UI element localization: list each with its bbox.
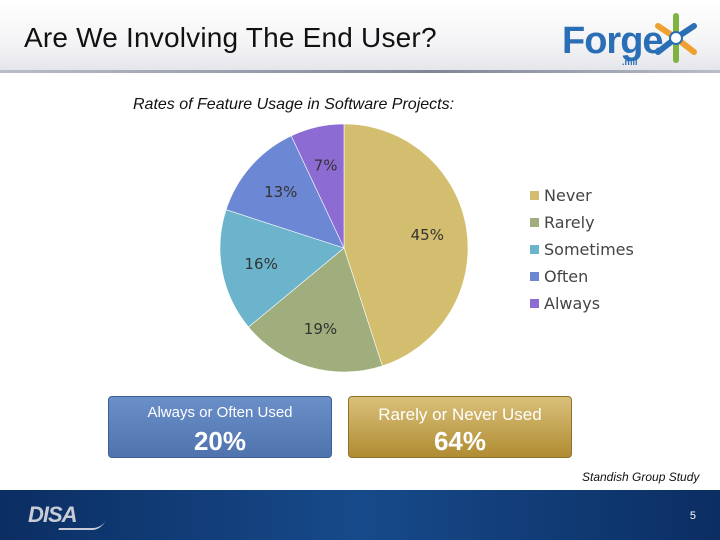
always-often-summary-box: Always or Often Used 20% bbox=[108, 396, 332, 458]
slide-footer: DISA 5 bbox=[0, 490, 720, 540]
legend-swatch-often bbox=[530, 272, 539, 281]
logo-suffix: .mil bbox=[622, 57, 638, 67]
logo-text: Forge bbox=[562, 20, 664, 62]
legend-label-always: Always bbox=[544, 294, 600, 313]
pie-slice-often bbox=[225, 135, 345, 249]
legend-swatch-never bbox=[530, 191, 539, 200]
legend-label-rarely: Rarely bbox=[544, 213, 595, 232]
rarely-never-summary-box: Rarely or Never Used 64% bbox=[348, 396, 572, 458]
legend-swatch-rarely bbox=[530, 218, 539, 227]
pie-label-never: 45% bbox=[411, 226, 444, 244]
rarely-never-label: Rarely or Never Used bbox=[378, 405, 542, 424]
always-often-label: Always or Often Used bbox=[147, 404, 293, 421]
always-often-value: 20% bbox=[193, 426, 247, 456]
pie-slice-never bbox=[343, 123, 469, 367]
disa-logo: DISA bbox=[28, 502, 78, 527]
page-number: 5 bbox=[689, 510, 696, 522]
legend-swatch-always bbox=[530, 299, 539, 308]
disa-swoosh-icon bbox=[58, 520, 106, 530]
pie-slice-sometimes bbox=[219, 209, 345, 328]
slide-title: Are We Involving The End User? bbox=[24, 22, 437, 53]
pie-label-always: 7% bbox=[314, 157, 338, 175]
pie-slice-rarely bbox=[248, 247, 383, 373]
source-citation: Standish Group Study bbox=[582, 470, 700, 484]
forge-mil-logo: Forge .mil bbox=[560, 10, 700, 68]
slide-header bbox=[0, 0, 720, 72]
header-divider bbox=[0, 70, 720, 73]
pie-label-rarely: 19% bbox=[304, 320, 337, 338]
rarely-never-value: 64% bbox=[433, 426, 487, 456]
pie-label-sometimes: 16% bbox=[245, 255, 278, 273]
forge-asterisk-icon bbox=[655, 13, 697, 63]
legend-label-sometimes: Sometimes bbox=[544, 240, 634, 259]
legend-label-often: Often bbox=[544, 267, 588, 286]
legend-swatch-sometimes bbox=[530, 245, 539, 254]
pie-slice-always bbox=[290, 123, 345, 249]
chart-subtitle: Rates of Feature Usage in Software Proje… bbox=[133, 96, 455, 113]
pie-label-often: 13% bbox=[264, 183, 297, 201]
legend-label-never: Never bbox=[544, 186, 592, 205]
